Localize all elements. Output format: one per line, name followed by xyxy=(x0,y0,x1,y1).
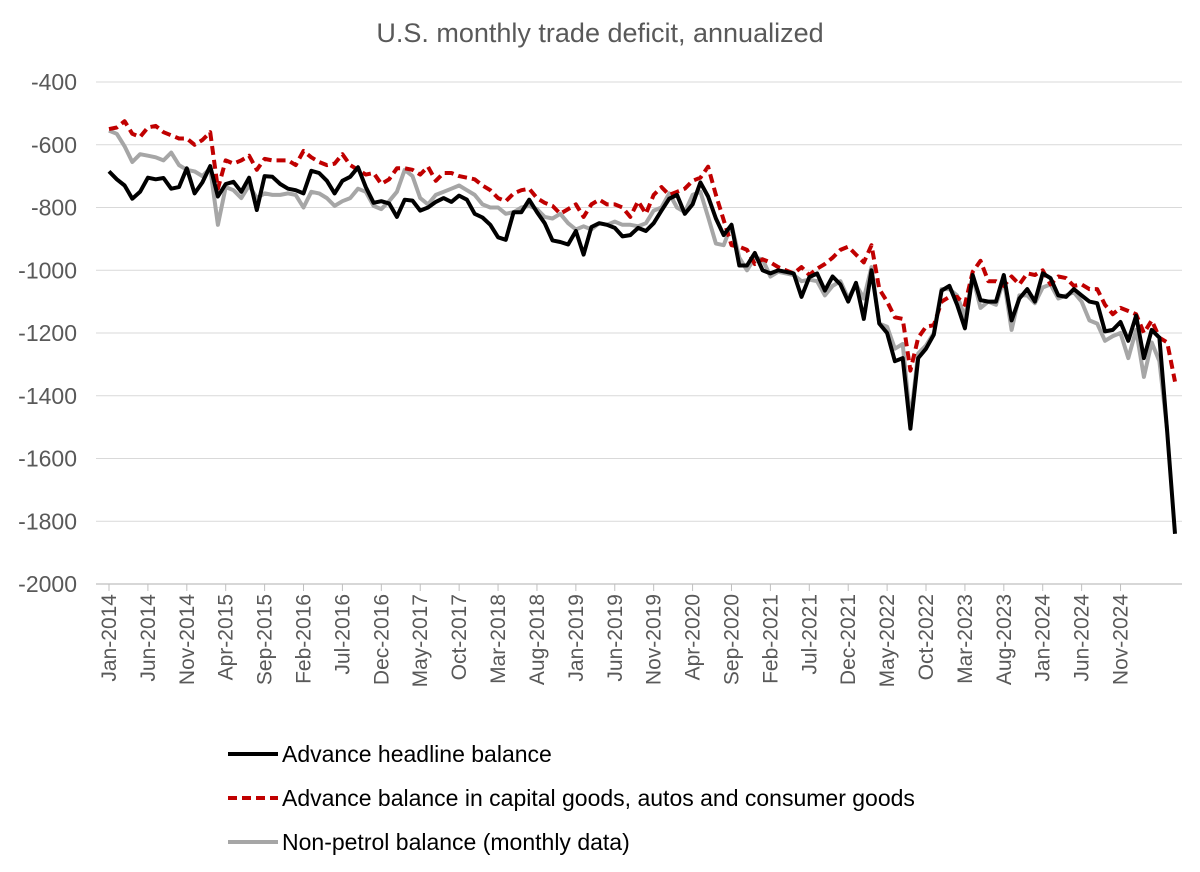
x-tick-label: Oct-2017 xyxy=(448,594,471,680)
x-tick-label: Aug-2018 xyxy=(526,594,549,685)
legend-label-non-petrol: Non-petrol balance (monthly data) xyxy=(282,828,630,855)
series-lines xyxy=(107,119,1177,534)
x-tick-label: Nov-2019 xyxy=(643,594,666,685)
x-tick-label: Jan-2024 xyxy=(1032,594,1055,682)
x-tick-label: Jul-2016 xyxy=(331,594,354,675)
y-tick-label: -1200 xyxy=(18,320,77,346)
legend-item-non-petrol: Non-petrol balance (monthly data) xyxy=(228,820,915,864)
y-tick-label: -400 xyxy=(31,69,77,95)
x-tick-label: May-2017 xyxy=(409,594,432,687)
x-tick-labels: Jan-2014 Jun-2014 Nov-2014 Apr-2015 Sep-2015… xyxy=(98,594,1133,688)
y-tick-label: -1800 xyxy=(18,508,77,534)
x-tick-label: Dec-2021 xyxy=(837,594,860,685)
legend-label-capital-goods: Advance balance in capital goods, autos … xyxy=(282,784,915,811)
y-tick-label: -1600 xyxy=(18,446,77,472)
chart-title: U.S. monthly trade deficit, annualized xyxy=(376,18,824,48)
x-tick-label: Jan-2019 xyxy=(565,594,588,682)
legend-swatch-non-petrol xyxy=(228,840,278,844)
y-tick-label: -600 xyxy=(31,132,77,158)
x-tick-label: Oct-2022 xyxy=(915,594,938,680)
y-tick-label: -2000 xyxy=(18,571,77,597)
x-tick-label: Aug-2023 xyxy=(993,594,1016,685)
x-tick-label: Sep-2015 xyxy=(254,594,277,685)
x-tick-label: Jun-2019 xyxy=(604,594,627,682)
y-tick-label: -1000 xyxy=(18,257,77,283)
x-tick-label: May-2022 xyxy=(876,594,899,687)
x-tick-label: Nov-2014 xyxy=(176,594,199,685)
x-tick-label: Jan-2014 xyxy=(98,594,121,682)
x-tick-label: Mar-2023 xyxy=(954,594,977,684)
x-tick-label: Nov-2024 xyxy=(1110,594,1133,685)
x-axis xyxy=(96,583,1182,591)
x-tick-label: Jun-2014 xyxy=(137,594,160,682)
x-tick-label: Dec-2016 xyxy=(370,594,393,685)
legend-swatch-capital-goods xyxy=(228,796,278,800)
x-tick-label: Feb-2021 xyxy=(759,594,782,684)
series-line-headline xyxy=(107,164,1177,534)
legend-swatch-headline xyxy=(228,752,278,756)
x-tick-label: Sep-2020 xyxy=(720,594,743,685)
x-tick-label: Jul-2021 xyxy=(798,594,821,675)
x-tick-label: Apr-2020 xyxy=(682,594,705,680)
series-line-capital-goods xyxy=(108,119,1177,382)
legend-item-headline: Advance headline balance xyxy=(228,732,915,776)
y-tick-labels: -400 -600 -800 -1000 -1200 -1400 -1600 -1800 -20… xyxy=(18,69,77,597)
legend: Advance headline balance Advance balance… xyxy=(228,732,915,864)
y-tick-label: -800 xyxy=(31,195,77,221)
x-tick-label: Feb-2016 xyxy=(293,594,316,684)
legend-label-headline: Advance headline balance xyxy=(282,740,552,767)
x-tick-label: Mar-2018 xyxy=(487,594,510,684)
x-tick-label: Jun-2024 xyxy=(1071,594,1094,682)
gridlines xyxy=(96,81,1182,585)
legend-item-capital-goods: Advance balance in capital goods, autos … xyxy=(228,776,915,820)
x-tick-label: Apr-2015 xyxy=(215,594,238,680)
y-tick-label: -1400 xyxy=(18,383,77,409)
